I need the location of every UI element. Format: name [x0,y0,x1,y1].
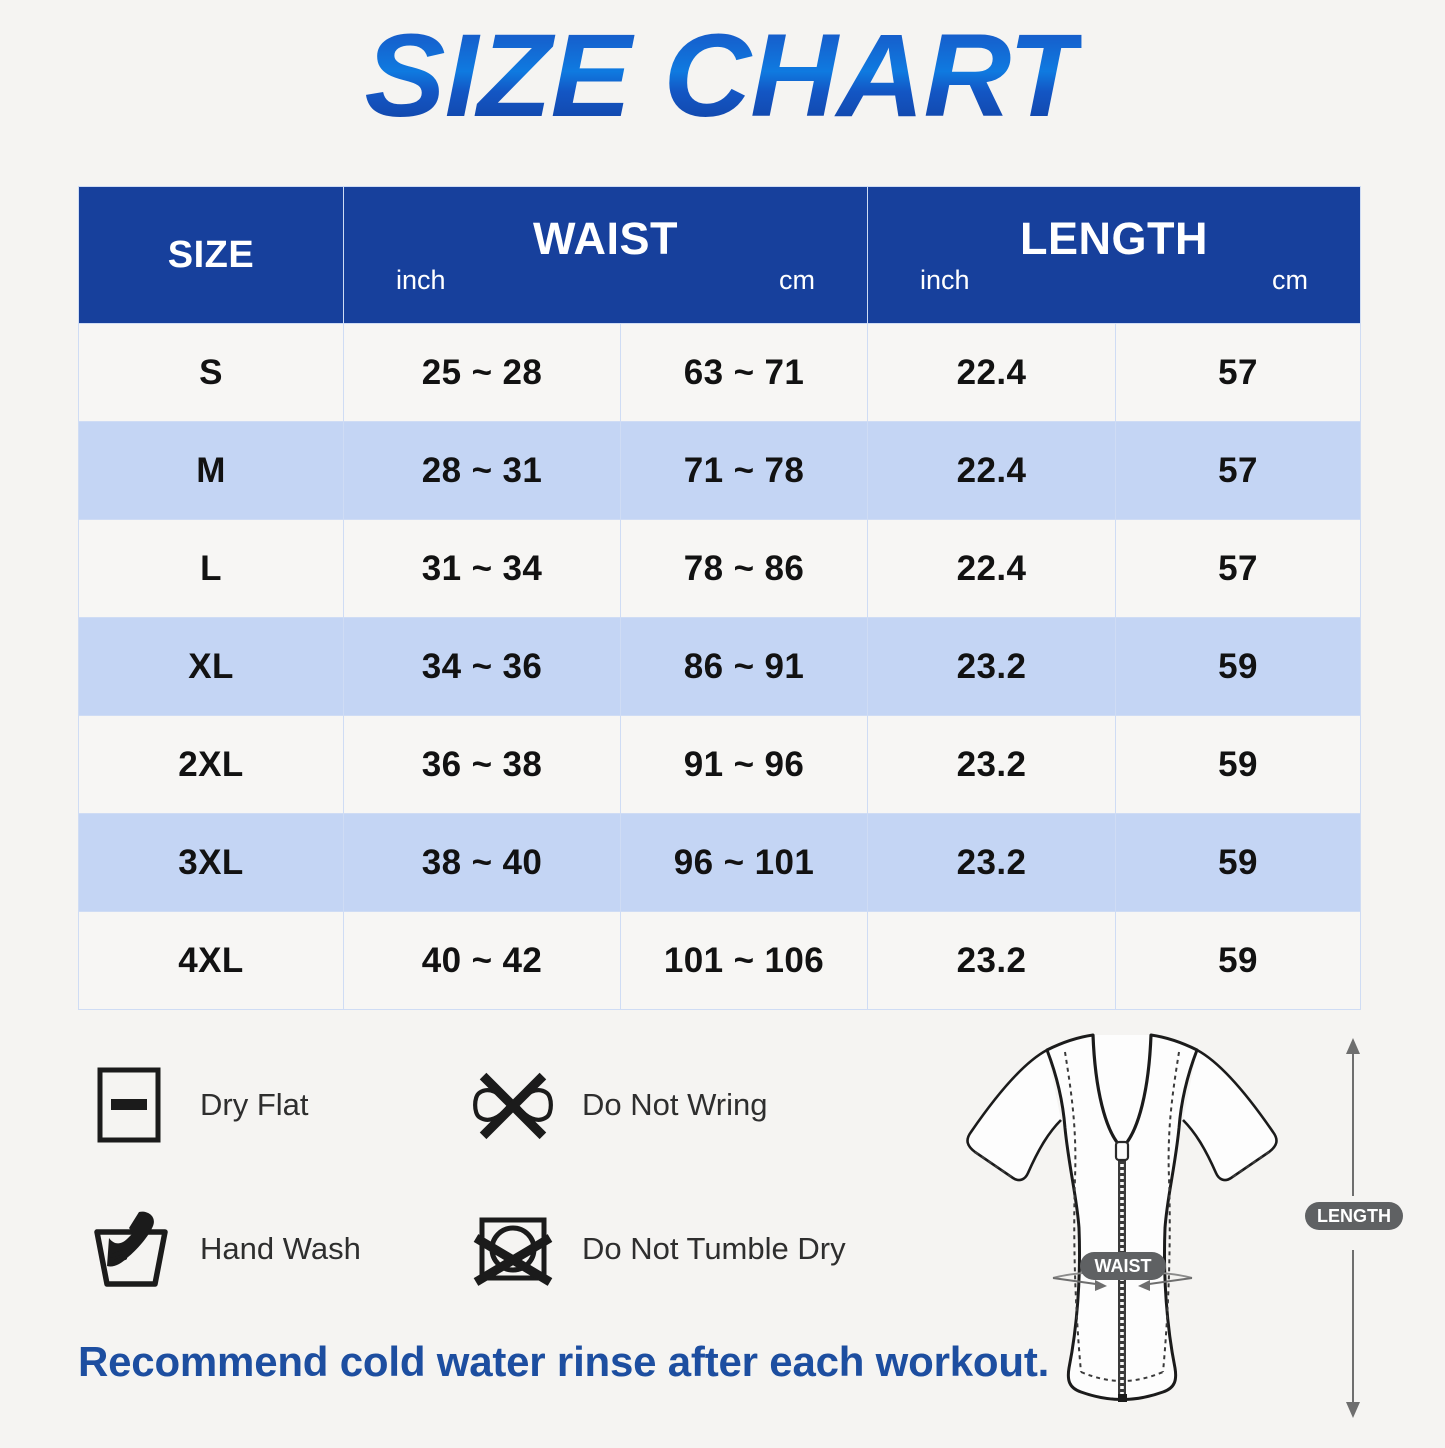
cell-size: 3XL [78,813,344,912]
cell-length-cm: 59 [1115,813,1361,912]
do-not-tumble-dry-icon [470,1206,556,1292]
table-row: L 31 ~ 34 78 ~ 86 22.4 57 [78,519,1361,618]
cell-waist-cm: 96 ~ 101 [620,813,868,912]
cell-length-cm: 57 [1115,323,1361,422]
cell-length-cm: 57 [1115,519,1361,618]
cell-length-inch: 23.2 [867,715,1116,814]
header-size: SIZE [78,186,344,324]
cell-size: XL [78,617,344,716]
header-waist-title: WAIST [533,213,678,264]
hand-wash-icon [88,1206,174,1292]
cell-size: M [78,421,344,520]
cell-length-inch: 22.4 [867,519,1116,618]
cell-waist-cm: 63 ~ 71 [620,323,868,422]
table-row: S 25 ~ 28 63 ~ 71 22.4 57 [78,323,1361,422]
cell-length-cm: 59 [1115,911,1361,1010]
cell-waist-cm: 86 ~ 91 [620,617,868,716]
cell-waist-inch: 25 ~ 28 [343,323,621,422]
cell-waist-inch: 36 ~ 38 [343,715,621,814]
title-bar: SIZE CHART [0,10,1445,142]
cell-waist-cm: 91 ~ 96 [620,715,868,814]
header-waist-unit-cm: cm [779,265,815,295]
care-instructions: Dry Flat Do Not Wring Hand Was [88,1062,948,1350]
care-label-dry-flat: Dry Flat [200,1087,309,1122]
header-waist-unit-inch: inch [396,265,446,295]
cell-size: 2XL [78,715,344,814]
waist-label: WAIST [1095,1256,1152,1276]
table-body: S 25 ~ 28 63 ~ 71 22.4 57 M 28 ~ 31 71 ~… [78,323,1361,1010]
table-row: 2XL 36 ~ 38 91 ~ 96 23.2 59 [78,715,1361,814]
length-label: LENGTH [1317,1206,1391,1226]
cell-length-inch: 23.2 [867,911,1116,1010]
table-header: SIZE WAIST inch cm LENGTH inch cm [78,186,1361,324]
table-row: 4XL 40 ~ 42 101 ~ 106 23.2 59 [78,911,1361,1010]
care-row-2: Hand Wash Do Not Tumble Dry [88,1206,948,1292]
garment-diagram: WAIST LENGTH [935,1028,1405,1443]
cell-length-inch: 23.2 [867,617,1116,716]
cell-size: S [78,323,344,422]
care-row-1: Dry Flat Do Not Wring [88,1062,948,1148]
cell-waist-cm: 78 ~ 86 [620,519,868,618]
size-chart-table: SIZE WAIST inch cm LENGTH inch cm S 25 ~… [78,186,1361,1010]
header-waist-group: WAIST inch cm [343,186,868,324]
cell-waist-cm: 101 ~ 106 [620,911,868,1010]
table-row: M 28 ~ 31 71 ~ 78 22.4 57 [78,421,1361,520]
care-item-dry-flat: Dry Flat [88,1062,470,1148]
cell-waist-inch: 38 ~ 40 [343,813,621,912]
recommendation-note: Recommend cold water rinse after each wo… [78,1338,1050,1385]
header-length-title: LENGTH [1020,213,1208,264]
cell-waist-inch: 34 ~ 36 [343,617,621,716]
cell-length-cm: 57 [1115,421,1361,520]
cell-length-inch: 22.4 [867,323,1116,422]
care-label-do-not-tumble-dry: Do Not Tumble Dry [582,1231,846,1266]
page-title: SIZE CHART [364,10,1082,142]
cell-waist-inch: 28 ~ 31 [343,421,621,520]
dry-flat-icon [88,1062,174,1148]
table-row: XL 34 ~ 36 86 ~ 91 23.2 59 [78,617,1361,716]
header-length-unit-inch: inch [920,265,970,295]
care-label-hand-wash: Hand Wash [200,1231,361,1266]
care-item-hand-wash: Hand Wash [88,1206,470,1292]
cell-length-cm: 59 [1115,715,1361,814]
cell-length-inch: 22.4 [867,421,1116,520]
cell-length-cm: 59 [1115,617,1361,716]
cell-size: L [78,519,344,618]
care-label-do-not-wring: Do Not Wring [582,1087,768,1122]
cell-waist-inch: 31 ~ 34 [343,519,621,618]
cell-waist-cm: 71 ~ 78 [620,421,868,520]
care-item-do-not-wring: Do Not Wring [470,1062,768,1148]
header-length-unit-cm: cm [1272,265,1308,295]
cell-size: 4XL [78,911,344,1010]
cell-waist-inch: 40 ~ 42 [343,911,621,1010]
do-not-wring-icon [470,1062,556,1148]
care-item-do-not-tumble-dry: Do Not Tumble Dry [470,1206,846,1292]
cell-length-inch: 23.2 [867,813,1116,912]
header-length-group: LENGTH inch cm [867,186,1361,324]
table-row: 3XL 38 ~ 40 96 ~ 101 23.2 59 [78,813,1361,912]
